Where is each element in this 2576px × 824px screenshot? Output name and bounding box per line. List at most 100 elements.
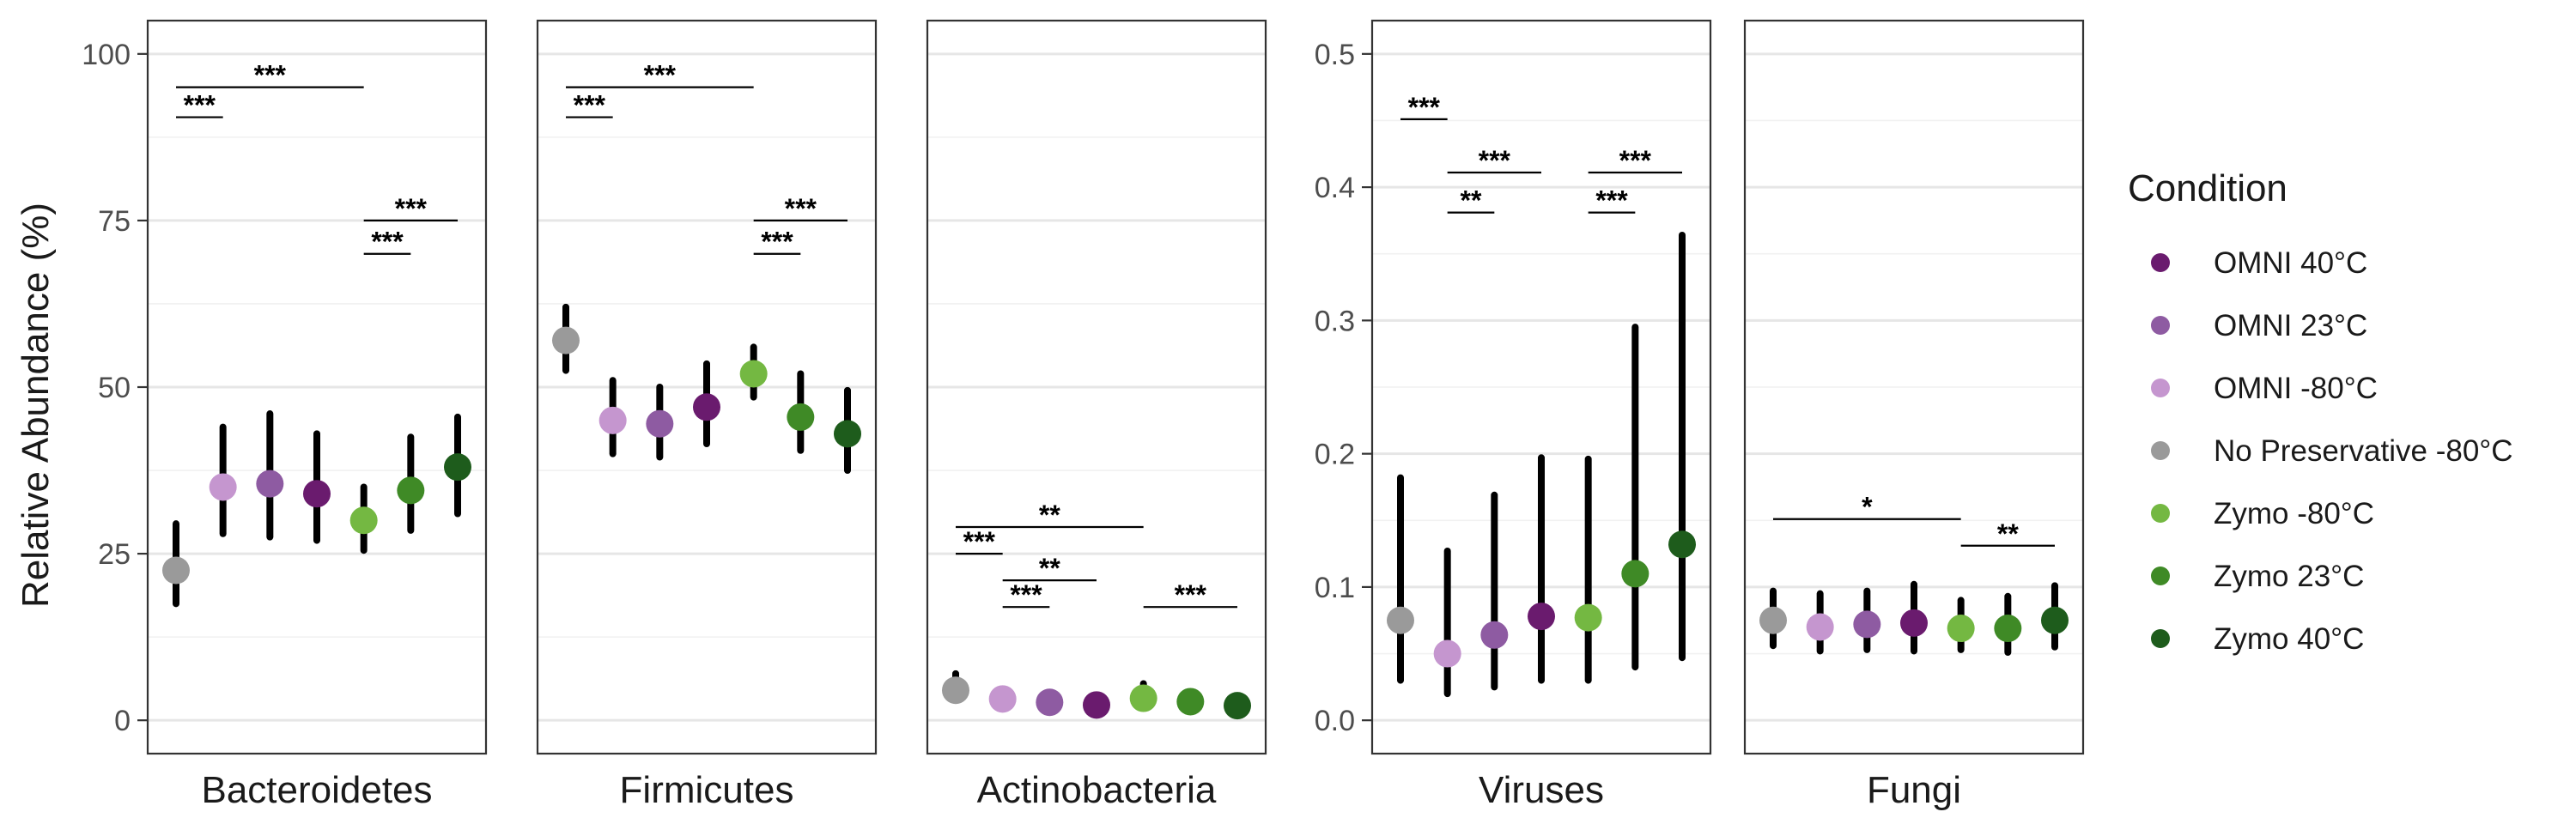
- panel-actinobacteria: ********** ***Actinobacteria: [926, 19, 1267, 811]
- legend-swatch: [2151, 379, 2170, 397]
- significance-label: ***: [574, 90, 606, 121]
- data-point: [1994, 615, 2022, 643]
- data-point: [552, 326, 580, 354]
- legend-swatch: [2151, 504, 2170, 523]
- legend-label: Zymo -80°C: [2214, 497, 2374, 530]
- y-tick-label: 75: [98, 205, 131, 238]
- data-point: [1036, 688, 1064, 717]
- legend-label: No Preservative -80°C: [2214, 434, 2513, 468]
- facet-label: Bacteroidetes: [201, 769, 432, 811]
- data-point: [1480, 621, 1509, 649]
- significance-label: ***: [644, 60, 677, 91]
- data-point: [1574, 603, 1602, 632]
- data-point: [2041, 606, 2069, 634]
- panel-border: [1370, 19, 1712, 755]
- significance-label: ***: [761, 227, 793, 258]
- facet-panels: ************Bacteroidetes************Fir…: [146, 19, 2085, 811]
- legend-label: Zymo 40°C: [2214, 622, 2364, 656]
- significance-label: **: [1039, 500, 1060, 530]
- y-tick-label: 0.2: [1315, 439, 1355, 471]
- data-point: [787, 403, 815, 431]
- legend-label: Zymo 23°C: [2214, 560, 2364, 593]
- y-axis-title: Relative Abundance (%): [15, 203, 57, 608]
- data-point: [1083, 691, 1110, 719]
- data-point: [349, 506, 378, 535]
- panel-fungi: ***Fungi: [1743, 19, 2085, 811]
- significance-label: ***: [395, 193, 428, 224]
- legend: Condition OMNI 40°C OMNI 23°C OMNI -80°C No…: [2128, 167, 2513, 656]
- data-point: [162, 556, 190, 585]
- significance-label: **: [1997, 518, 2019, 549]
- y-tick-label: 0: [114, 705, 131, 737]
- data-point: [1621, 560, 1649, 588]
- facet-label: Firmicutes: [620, 769, 794, 811]
- significance-label: ***: [1479, 145, 1511, 176]
- facet-label: Actinobacteria: [977, 769, 1217, 811]
- data-point: [397, 476, 425, 505]
- y-tick-label: 0.0: [1315, 705, 1355, 737]
- significance-label: *: [1862, 492, 1873, 523]
- significance-label: ***: [1619, 145, 1652, 176]
- legend-label: OMNI 40°C: [2214, 246, 2367, 280]
- legend-swatch: [2151, 566, 2170, 585]
- y-tick-label: 100: [82, 39, 131, 71]
- data-point: [1853, 610, 1881, 639]
- data-point: [1528, 603, 1555, 631]
- data-point: [1176, 688, 1205, 716]
- significance-label: **: [1461, 185, 1482, 216]
- significance-label: ***: [1408, 92, 1441, 123]
- panel-border: [536, 19, 878, 755]
- panel-border: [146, 19, 488, 755]
- significance-label: ***: [1175, 579, 1207, 610]
- panel-border: [926, 19, 1267, 755]
- data-point: [988, 685, 1017, 713]
- data-point: [444, 453, 471, 482]
- significance-label: ***: [1595, 185, 1628, 216]
- panel-firmicutes: ************Firmicutes: [536, 19, 878, 811]
- data-point: [1668, 530, 1696, 559]
- y-tick-label: 0.3: [1315, 305, 1355, 337]
- legend-items: OMNI 40°C OMNI 23°C OMNI -80°C No Preservat…: [2151, 246, 2513, 656]
- data-point: [1387, 606, 1414, 634]
- data-point: [598, 406, 627, 434]
- data-point: [256, 470, 284, 498]
- data-point: [739, 360, 768, 388]
- significance-label: **: [1039, 553, 1060, 584]
- y-axis-right: 0.0 0.1 0.2 0.3 0.4 0.5: [1315, 39, 1372, 737]
- y-tick-label: 0.1: [1315, 572, 1355, 604]
- significance-label: ***: [1010, 579, 1042, 610]
- y-tick-label: 0.5: [1315, 39, 1355, 71]
- legend-title: Condition: [2128, 167, 2287, 209]
- data-point: [1900, 609, 1928, 637]
- data-point: [1129, 684, 1157, 712]
- data-point: [1947, 615, 1975, 643]
- y-tick-label: 0.4: [1315, 172, 1355, 204]
- data-point: [834, 420, 861, 448]
- data-point: [1224, 692, 1251, 720]
- legend-swatch: [2151, 316, 2170, 335]
- data-point: [1806, 613, 1834, 641]
- significance-label: ***: [184, 90, 216, 121]
- panel-bacteroidetes: ************Bacteroidetes: [146, 19, 488, 811]
- data-point: [693, 393, 720, 421]
- significance-label: ***: [785, 193, 817, 224]
- legend-swatch: [2151, 253, 2170, 272]
- data-point: [942, 676, 969, 705]
- data-point: [303, 480, 331, 508]
- legend-label: OMNI -80°C: [2214, 372, 2378, 405]
- legend-swatch: [2151, 629, 2170, 648]
- data-point: [1759, 606, 1787, 634]
- y-axis-left: 0 25 50 75 100: [82, 39, 148, 737]
- y-tick-label: 25: [98, 538, 131, 571]
- data-point: [646, 409, 674, 438]
- significance-label: ***: [371, 227, 404, 258]
- data-point: [1433, 639, 1461, 668]
- legend-label: OMNI 23°C: [2214, 309, 2367, 342]
- panel-viruses: **************Viruses: [1370, 19, 1712, 811]
- data-point: [209, 473, 237, 501]
- significance-label: ***: [963, 526, 996, 557]
- facet-label: Fungi: [1867, 769, 1961, 811]
- facet-label: Viruses: [1479, 769, 1604, 811]
- panel-border: [1743, 19, 2085, 755]
